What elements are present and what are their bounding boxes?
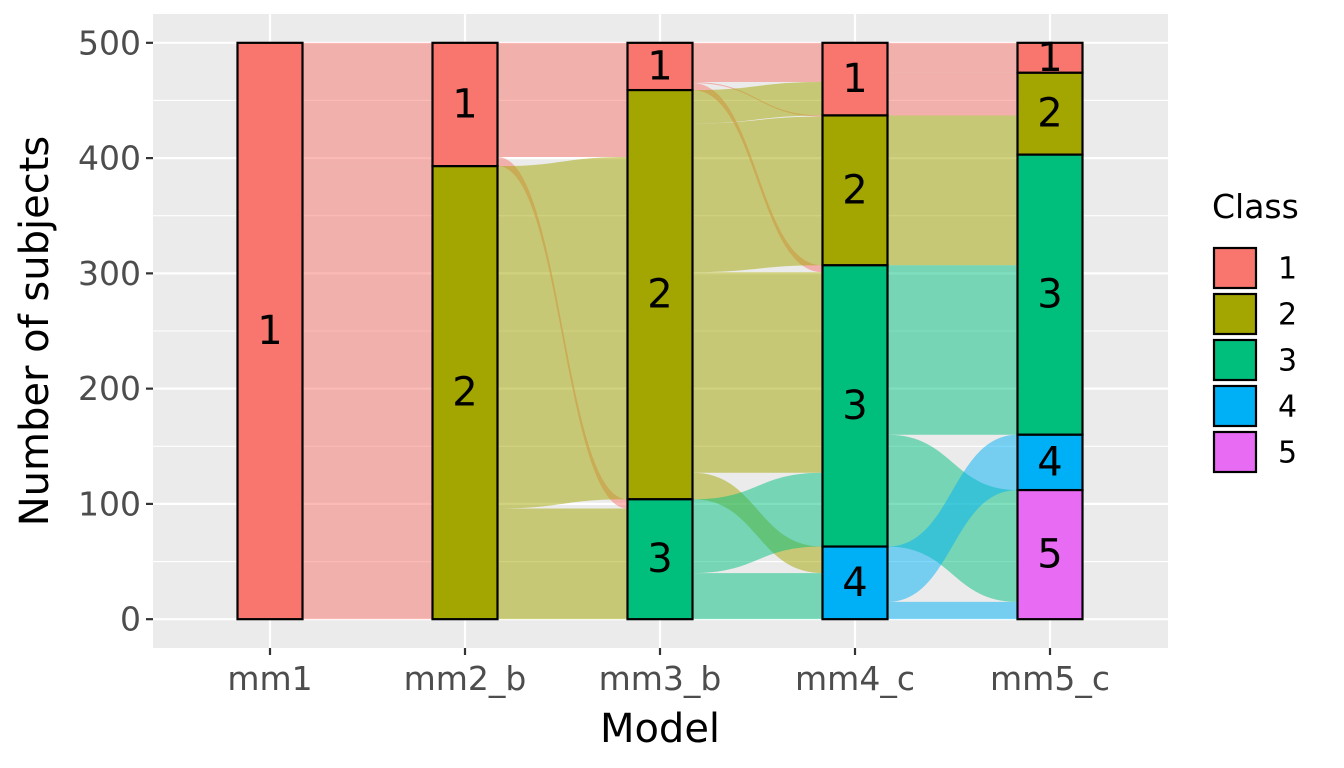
legend-key-2 bbox=[1212, 292, 1258, 336]
y-axis: 0 100 200 300 400 500 bbox=[78, 23, 153, 639]
flow-mm3_b-3-to-mm4_c-4 bbox=[692, 573, 823, 620]
legend-key-1 bbox=[1212, 246, 1258, 290]
stratum-label-mm3_b-class-2: 2 bbox=[647, 272, 672, 318]
flow-mm3_b-3-to-mm4_c-3 bbox=[692, 472, 823, 574]
flow-mm4_c-1-to-mm5_c-2 bbox=[887, 72, 1018, 116]
stratum-label-mm4_c-class-3: 3 bbox=[842, 383, 867, 429]
stratum-label-mm5_c-class-5: 5 bbox=[1037, 532, 1062, 578]
flow-mm2_b-2-to-mm3_b-3 bbox=[497, 508, 628, 620]
flow-mm3_b-2-to-mm4_c-2 bbox=[692, 116, 823, 273]
flow-mm3_b-1-to-mm4_c-1 bbox=[692, 42, 823, 83]
flow-mm4_c-2-to-mm5_c-2 bbox=[887, 115, 1018, 155]
flow-mm4_c-4-to-mm5_c-5 bbox=[887, 601, 1018, 620]
x-tick-label-mm4_c: mm4_c bbox=[795, 659, 915, 698]
flow-mm2_b-1-to-mm3_b-2 bbox=[497, 90, 628, 157]
y-tick-label: 400 bbox=[78, 139, 141, 178]
y-tick-label: 300 bbox=[78, 254, 141, 293]
legend-title: Class bbox=[1212, 187, 1299, 226]
x-tick-label-mm1: mm1 bbox=[227, 659, 312, 698]
stratum-mm3_b-class-2 bbox=[626, 88, 694, 501]
legend-label-4: 4 bbox=[1278, 390, 1297, 425]
legend-label-5: 5 bbox=[1278, 436, 1297, 471]
legend-key-3 bbox=[1212, 338, 1258, 382]
x-tick-label-mm5_c: mm5_c bbox=[990, 659, 1110, 698]
flow-mm2_b-1-to-mm3_b-1 bbox=[497, 42, 628, 91]
legend-label-2: 2 bbox=[1278, 298, 1297, 333]
stratum-mm5_c-class-1 bbox=[1016, 41, 1084, 74]
flow-mm1-1-to-mm2_b-2 bbox=[302, 166, 433, 620]
stratum-label-mm1-class-1: 1 bbox=[257, 308, 282, 354]
stratum-label-mm4_c-class-1: 1 bbox=[842, 56, 867, 102]
stratum-mm4_c-class-1 bbox=[821, 41, 889, 117]
flow-mm3_b-2-to-mm4_c-3 bbox=[692, 272, 823, 473]
stratum-mm4_c-class-4 bbox=[821, 545, 889, 621]
stratum-mm5_c-class-5 bbox=[1016, 488, 1084, 621]
x-axis-title: Model bbox=[600, 706, 720, 752]
flow-mm4_c-3-to-mm5_c-3 bbox=[887, 265, 1018, 435]
y-tick-label: 200 bbox=[78, 369, 141, 408]
flow-mm3_b-2-to-mm4_c-1 bbox=[692, 82, 823, 124]
flow-mm2_b-2-to-mm3_b-2 bbox=[497, 156, 628, 509]
stratum-label-mm5_c-class-3: 3 bbox=[1037, 272, 1062, 318]
stratum-mm1-class-1 bbox=[236, 41, 304, 621]
stratum-label-mm5_c-class-2: 2 bbox=[1037, 91, 1062, 137]
legend-label-3: 3 bbox=[1278, 344, 1297, 379]
x-tick-label-mm3_b: mm3_b bbox=[599, 659, 722, 698]
stratum-label-mm4_c-class-4: 4 bbox=[842, 560, 867, 606]
y-tick-label: 0 bbox=[120, 600, 141, 639]
stratum-label-mm5_c-class-4: 4 bbox=[1037, 439, 1062, 485]
y-tick-label: 100 bbox=[78, 484, 141, 523]
flow-mm4_c-2-to-mm5_c-3 bbox=[887, 154, 1018, 266]
legend: Class 1 2 3 4 5 bbox=[1212, 187, 1299, 474]
legend-key-5 bbox=[1212, 430, 1258, 474]
x-tick-label-mm2_b: mm2_b bbox=[404, 659, 527, 698]
stratum-mm3_b-class-3 bbox=[626, 498, 694, 621]
stratum-label-mm3_b-class-1: 1 bbox=[647, 43, 672, 89]
y-tick-label: 500 bbox=[78, 23, 141, 62]
stratum-mm4_c-class-3 bbox=[821, 264, 889, 548]
legend-key-4 bbox=[1212, 384, 1258, 428]
flow-mm4_c-4-to-mm5_c-4 bbox=[887, 434, 1018, 602]
stratum-label-mm2_b-class-2: 2 bbox=[452, 370, 477, 416]
flow-mm1-1-to-mm2_b-1 bbox=[302, 42, 433, 167]
stratum-mm2_b-class-2 bbox=[431, 165, 499, 621]
stratum-label-mm4_c-class-2: 2 bbox=[842, 167, 867, 213]
x-axis: mm1 mm2_b mm3_b mm4_c mm5_c bbox=[227, 648, 1110, 698]
legend-label-1: 1 bbox=[1278, 252, 1297, 287]
stratum-label-mm3_b-class-3: 3 bbox=[647, 536, 672, 582]
flow-mm4_c-1-to-mm5_c-1 bbox=[887, 42, 1018, 73]
stratum-label-mm2_b-class-1: 1 bbox=[452, 81, 477, 127]
stratum-mm2_b-class-1 bbox=[431, 41, 499, 168]
y-axis-title: Number of subjects bbox=[12, 136, 58, 527]
flows-layer bbox=[302, 42, 1018, 620]
